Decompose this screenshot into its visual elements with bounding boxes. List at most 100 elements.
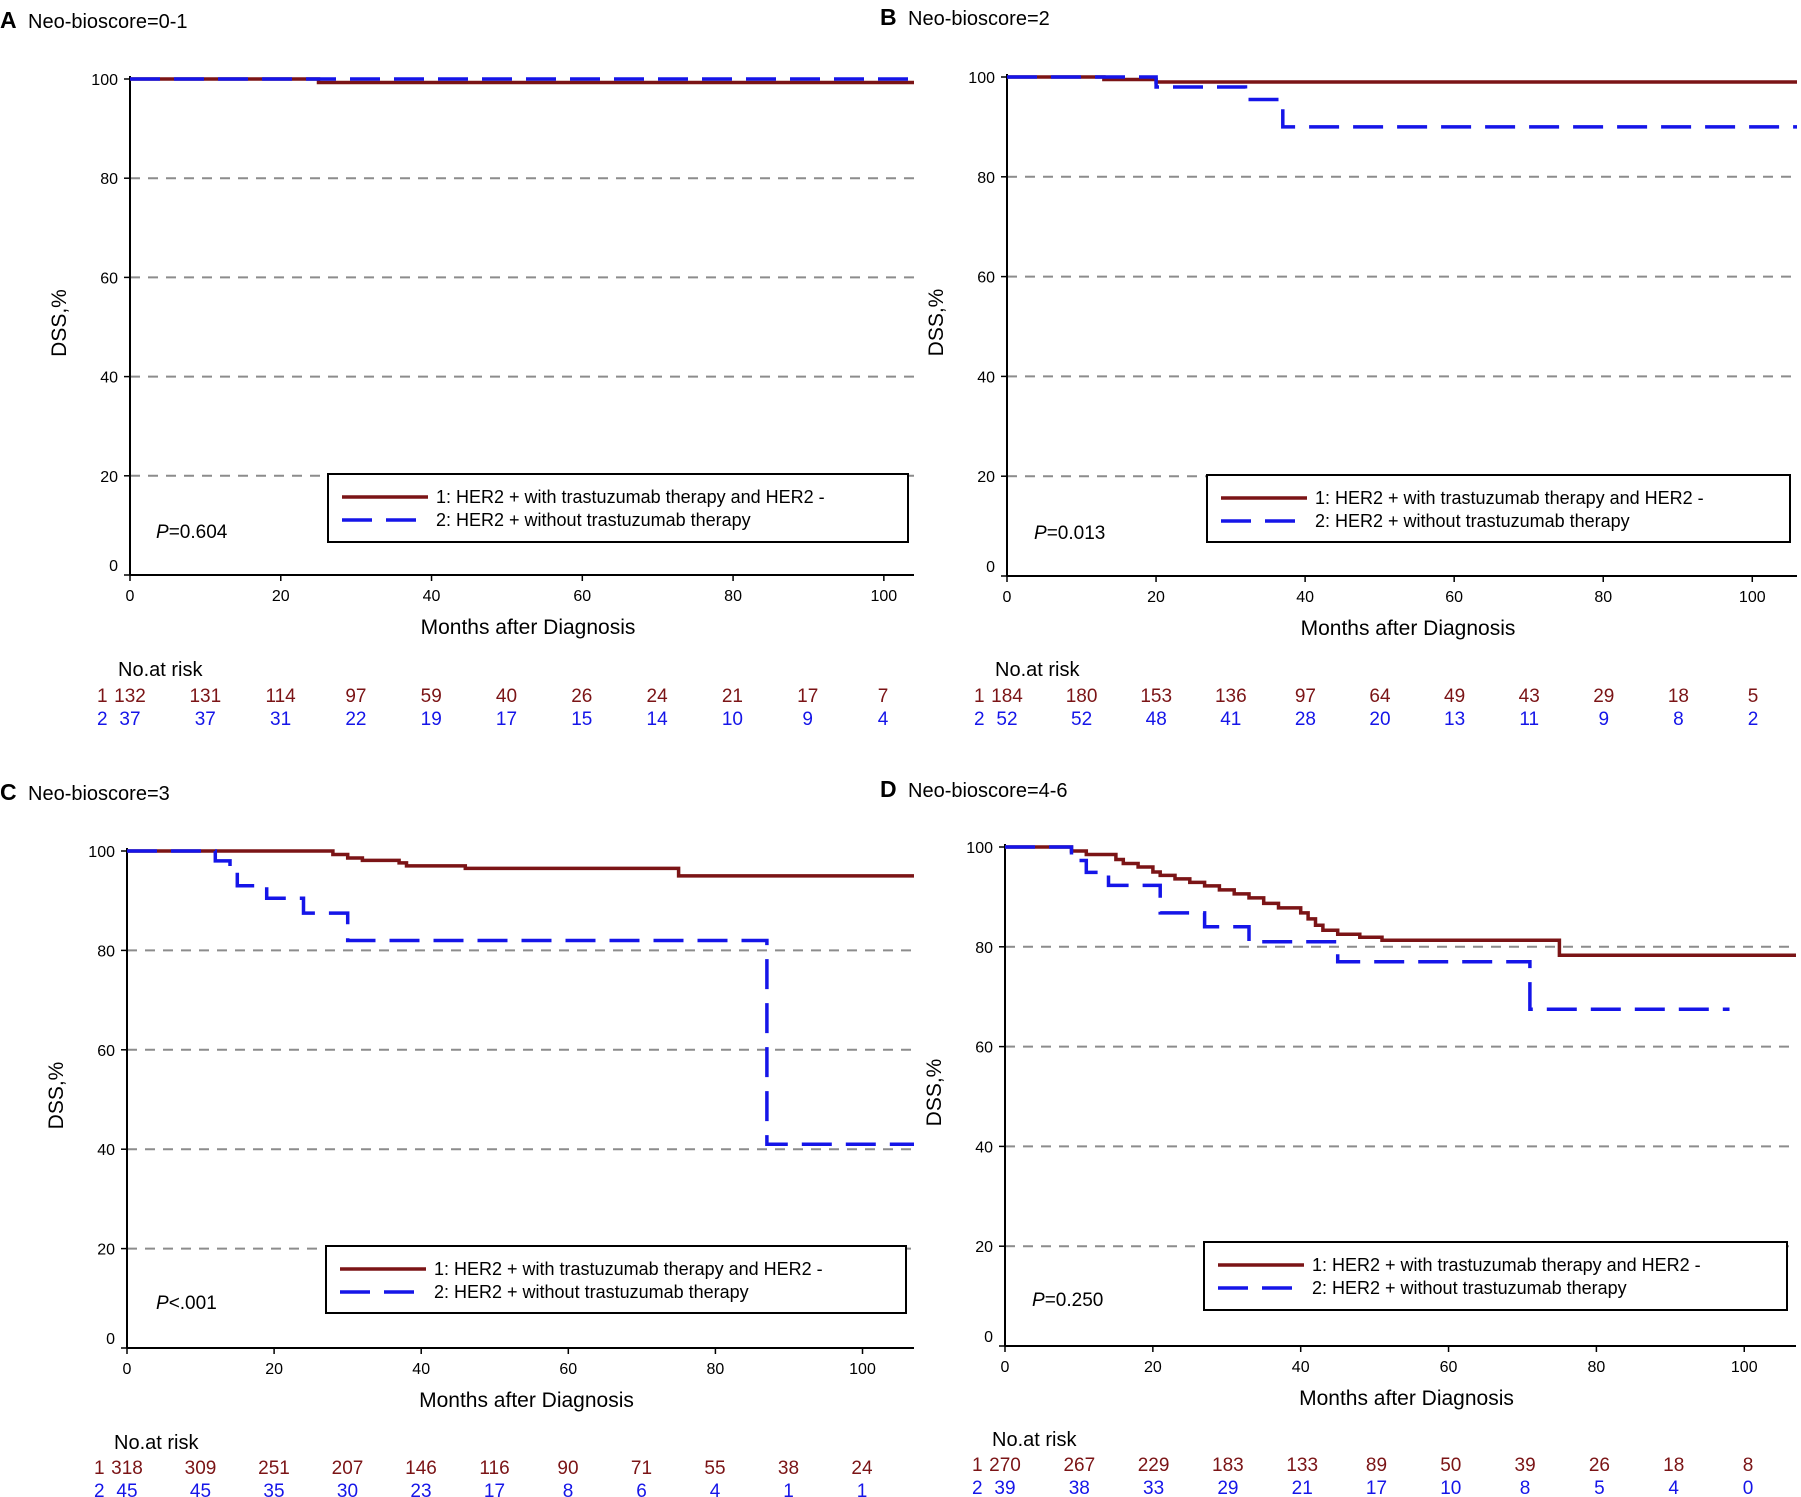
y-tick-label: 80 [977,170,995,187]
risk-row-label: 1 [97,686,108,707]
x-tick-label: 40 [423,588,441,605]
risk-count: 40 [496,686,517,707]
y-tick-label: 100 [966,840,993,857]
risk-count: 59 [421,686,442,707]
risk-count: 267 [1063,1455,1095,1476]
risk-count: 8 [563,1481,574,1497]
y-tick-label: 20 [977,469,995,486]
legend: 1: HER2 + with trastuzumab therapy and H… [1203,1241,1788,1311]
y-tick-label: 40 [100,370,118,387]
panel-letter: D [880,776,897,802]
legend-label: 1: HER2 + with trastuzumab therapy and H… [434,1259,823,1279]
risk-count: 29 [1217,1478,1238,1497]
x-tick-label: 60 [573,588,591,605]
risk-count: 146 [405,1458,437,1479]
y-tick-label: 40 [977,369,995,386]
x-tick-label: 80 [707,1361,725,1378]
risk-count: 251 [258,1458,290,1479]
risk-count: 8 [1520,1478,1531,1497]
risk-count: 2 [1748,709,1759,730]
y-tick-label: 0 [984,1329,993,1346]
risk-row-label: 2 [972,1478,983,1497]
risk-count: 24 [647,686,669,707]
risk-count: 8 [1743,1455,1754,1476]
risk-count: 0 [1743,1478,1754,1497]
risk-count: 89 [1366,1455,1387,1476]
risk-count: 5 [1594,1478,1605,1497]
x-tick-label: 40 [1292,1359,1310,1376]
risk-row-label: 1 [94,1458,105,1479]
panel-title: Neo-bioscore=2 [908,8,1050,30]
y-axis-title: DSS,% [48,289,71,357]
p-value-symbol: P [1034,523,1047,544]
x-tick-label: 60 [559,1361,577,1378]
risk-count: 30 [337,1481,358,1497]
legend-label: 2: HER2 + without trastuzumab therapy [436,510,751,530]
risk-count: 9 [1599,709,1610,730]
y-tick-label: 40 [97,1142,115,1159]
y-tick-label: 60 [100,270,118,287]
risk-count: 15 [571,709,592,730]
x-axis-title: Months after Diagnosis [1299,1387,1514,1410]
y-tick-label: 60 [97,1043,115,1060]
risk-count: 11 [1519,709,1539,730]
legend: 1: HER2 + with trastuzumab therapy and H… [325,1245,907,1314]
x-tick-label: 40 [1296,589,1314,606]
p-value: P=0.013 [1034,523,1105,544]
risk-count: 4 [710,1481,721,1497]
panel-letter: C [0,779,17,805]
x-tick-label: 100 [1731,1359,1758,1376]
y-tick-label: 0 [106,1331,115,1348]
risk-count: 37 [119,709,140,730]
x-tick-label: 20 [272,588,290,605]
x-tick-label: 100 [1739,589,1766,606]
risk-count: 31 [270,709,291,730]
risk-count: 48 [1146,709,1167,730]
risk-count: 131 [189,686,221,707]
p-value: P<.001 [156,1293,217,1314]
risk-count: 10 [1440,1478,1461,1497]
risk-count: 229 [1138,1455,1170,1476]
risk-count: 38 [778,1458,799,1479]
survival-curve-group-1 [1007,75,1797,84]
y-tick-label: 0 [986,559,995,576]
panel-title: Neo-bioscore=3 [28,783,170,805]
risk-count: 1 [857,1481,868,1497]
x-tick-label: 60 [1445,589,1463,606]
risk-count: 17 [484,1481,505,1497]
legend-label: 2: HER2 + without trastuzumab therapy [1315,511,1630,531]
y-tick-label: 100 [968,70,995,87]
x-axis-title: Months after Diagnosis [421,616,636,639]
x-tick-label: 80 [1588,1359,1606,1376]
risk-count: 97 [1295,686,1316,707]
legend-label: 2: HER2 + without trastuzumab therapy [434,1282,749,1302]
risk-count: 270 [989,1455,1021,1476]
risk-count: 180 [1066,686,1098,707]
risk-row-label: 1 [972,1455,983,1476]
p-value-text: =0.013 [1047,523,1106,544]
legend-label: 1: HER2 + with trastuzumab therapy and H… [1315,488,1704,508]
x-tick-label: 80 [724,588,742,605]
risk-count: 132 [114,686,146,707]
y-tick-label: 100 [91,72,118,89]
risk-count: 24 [851,1458,873,1479]
risk-count: 41 [1220,709,1241,730]
risk-count: 21 [722,686,743,707]
x-tick-label: 40 [412,1361,430,1378]
p-value-symbol: P [1032,1290,1045,1311]
y-tick-label: 20 [975,1239,993,1256]
risk-count: 7 [878,686,889,707]
p-value-symbol: P [156,1293,169,1314]
p-value-symbol: P [156,522,169,543]
risk-count: 35 [263,1481,284,1497]
risk-row-label: 2 [94,1481,105,1497]
x-tick-label: 20 [1147,589,1165,606]
risk-count: 4 [878,709,889,730]
risk-count: 10 [722,709,743,730]
risk-count: 8 [1673,709,1684,730]
risk-table: No.at risk 1 132 131 114 97 59 40 26 24 21 17 7 2 37 37… [97,659,889,730]
y-tick-label: 100 [88,844,115,861]
risk-count: 33 [1143,1478,1164,1497]
risk-count: 1 [783,1481,794,1497]
x-tick-label: 0 [126,588,135,605]
